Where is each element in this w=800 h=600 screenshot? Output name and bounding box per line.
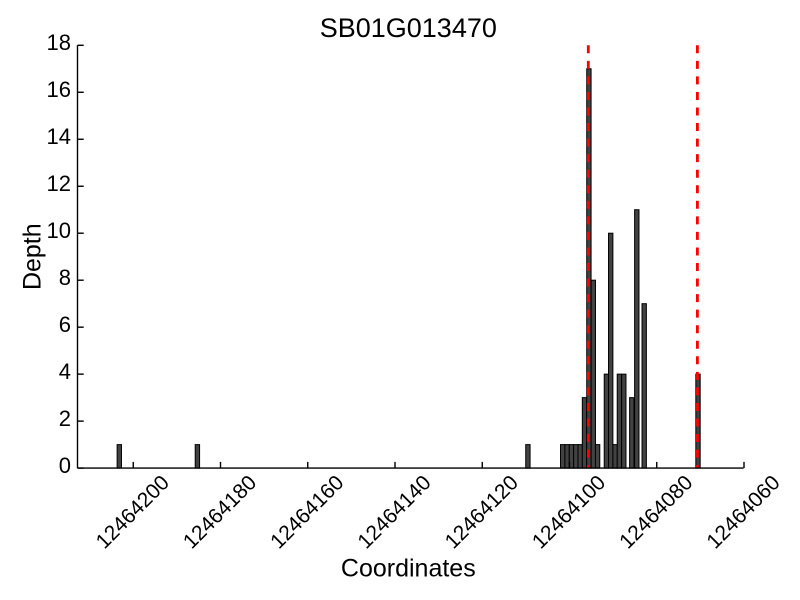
svg-text:SB01G013470: SB01G013470 (320, 13, 497, 43)
svg-text:Coordinates: Coordinates (341, 554, 476, 582)
svg-text:16: 16 (47, 77, 71, 102)
svg-text:6: 6 (59, 312, 71, 337)
svg-text:4: 4 (59, 359, 71, 384)
svg-text:Depth: Depth (19, 223, 47, 290)
svg-text:8: 8 (59, 265, 71, 290)
svg-text:0: 0 (59, 453, 71, 478)
svg-text:14: 14 (47, 124, 71, 149)
svg-text:2: 2 (59, 406, 71, 431)
svg-text:10: 10 (47, 218, 71, 243)
svg-text:18: 18 (47, 30, 71, 55)
svg-text:12: 12 (47, 171, 71, 196)
